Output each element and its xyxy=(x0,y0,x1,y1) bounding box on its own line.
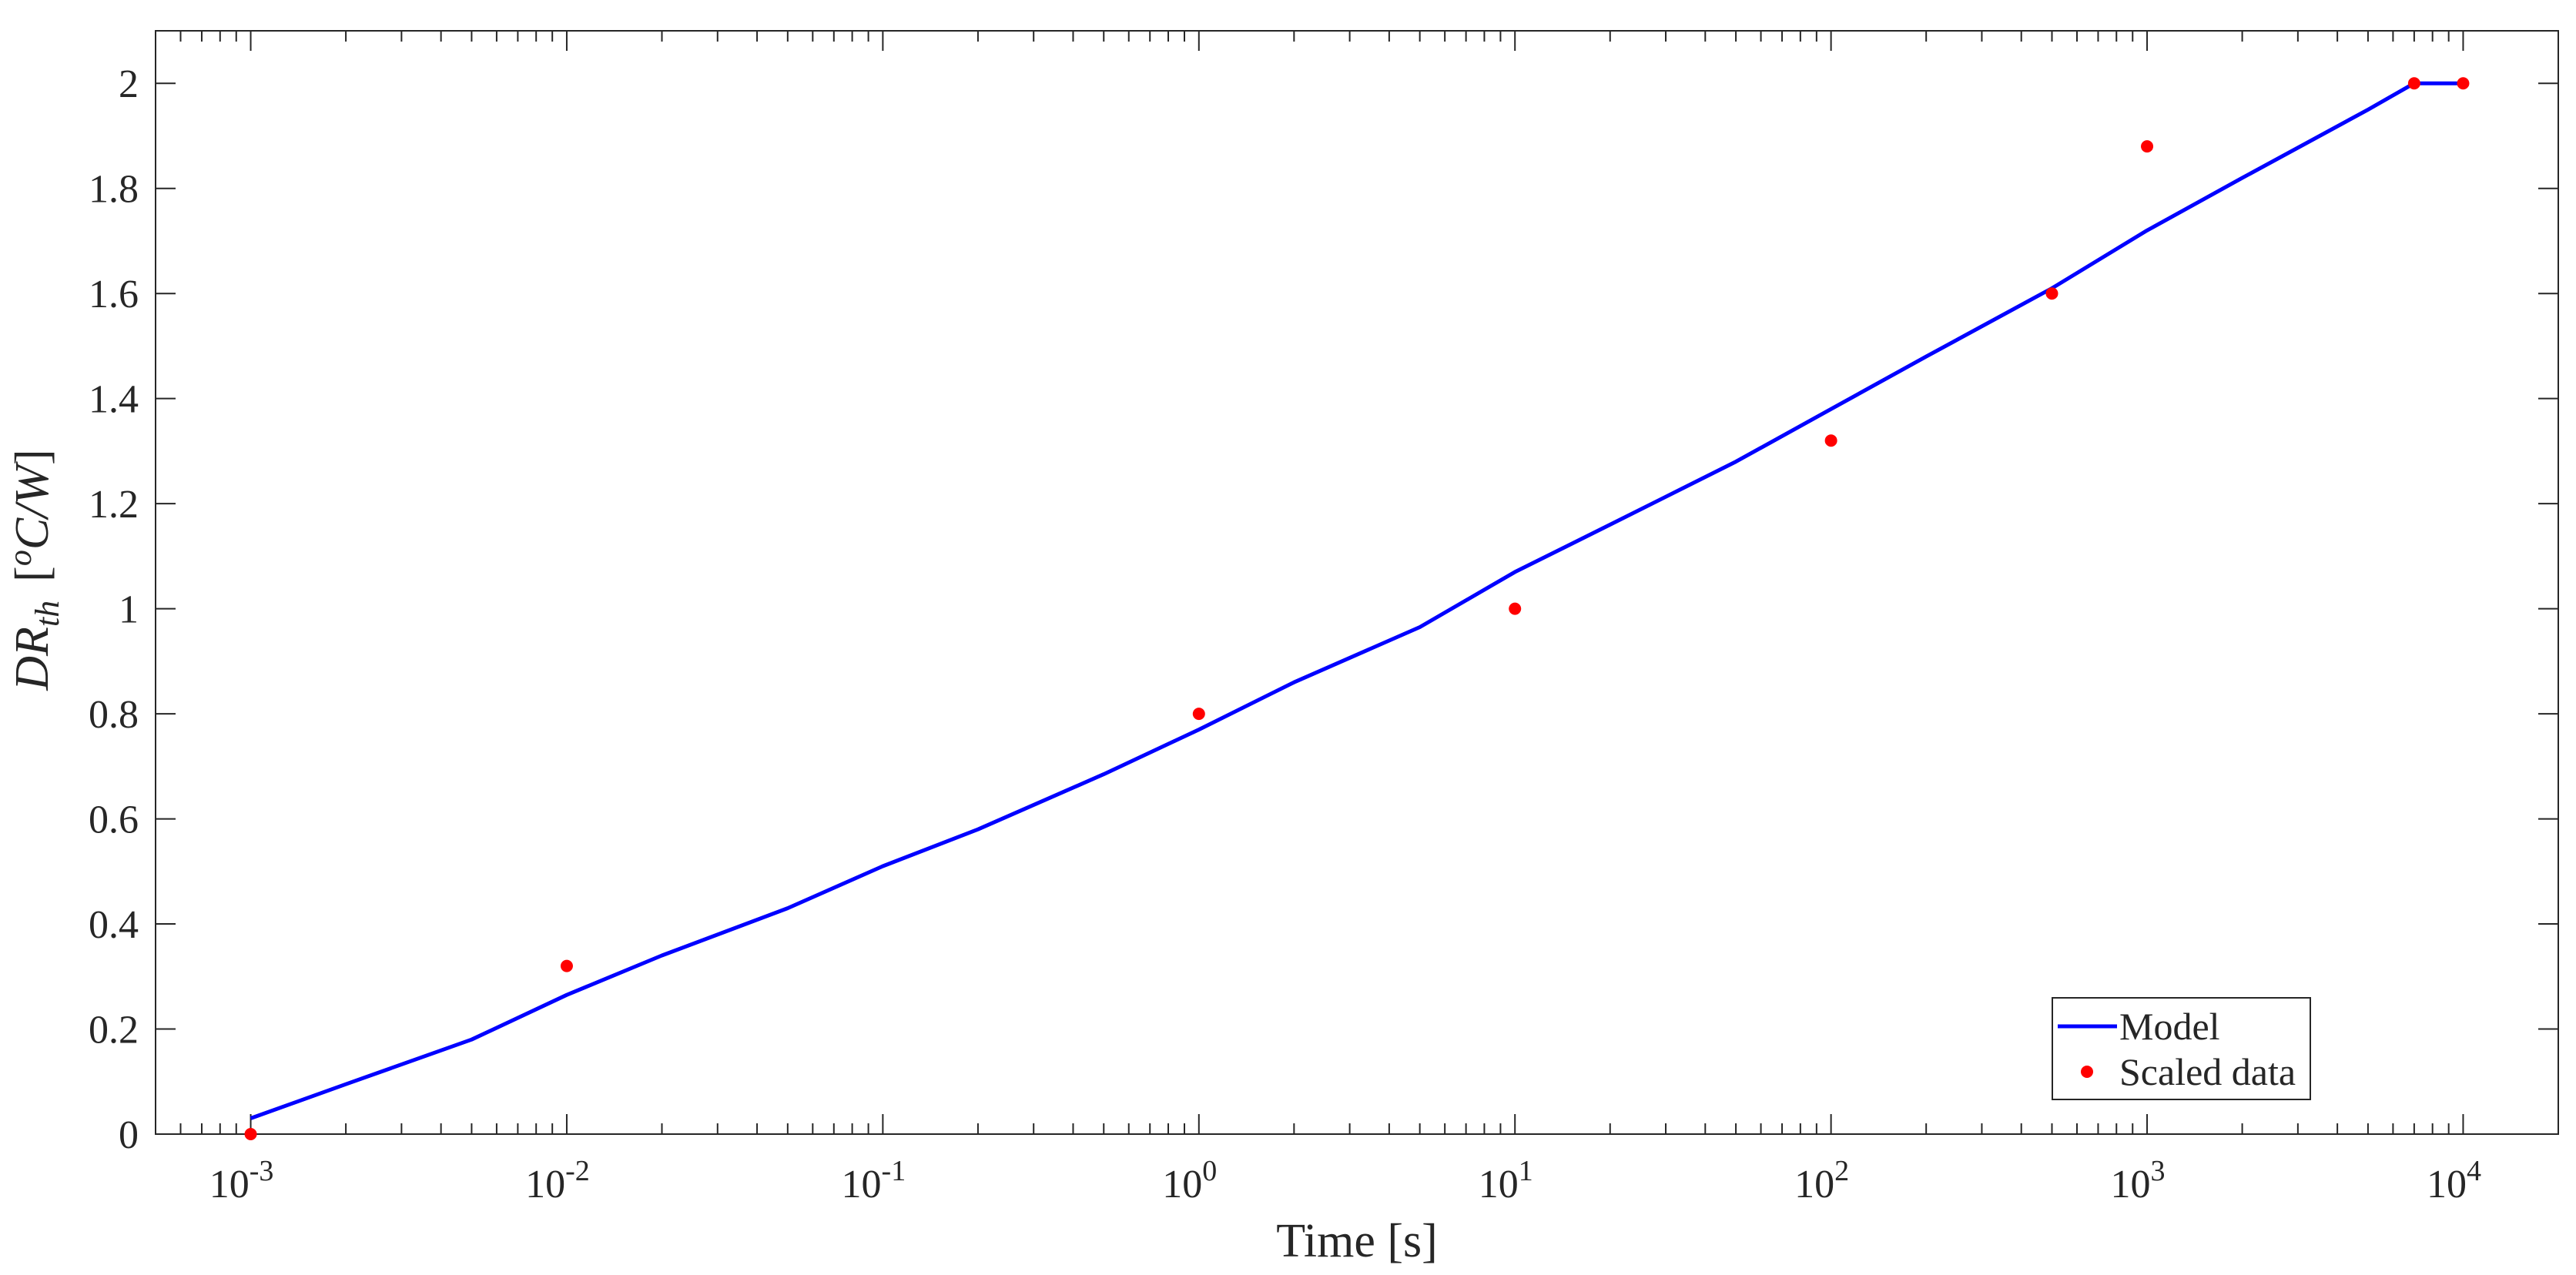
x-tick-label: 104 xyxy=(2427,1155,2481,1206)
x-tick-labels: 10-3 10-2 10-1 100 101 102 103 104 xyxy=(209,1155,2481,1206)
y-tick-labels: 0 0.2 0.4 0.6 0.8 1 1.2 1.4 1.6 1.8 2 xyxy=(89,62,139,1157)
scaled-data-point xyxy=(2407,77,2420,90)
y-tick-label: 1.2 xyxy=(89,483,139,527)
scaled-data-point xyxy=(1824,434,1837,447)
scaled-data-point xyxy=(2141,140,2154,153)
y-tick-label: 1.8 xyxy=(89,168,139,212)
scaled-data-point xyxy=(2045,287,2058,300)
legend-model-label: Model xyxy=(2119,1005,2220,1048)
x-tick-label: 10-1 xyxy=(842,1155,906,1206)
scaled-data-point xyxy=(1192,708,1205,721)
legend-scaled-data-marker xyxy=(2081,1066,2093,1078)
y-tick-label: 0.2 xyxy=(89,1009,139,1052)
x-tick-label: 102 xyxy=(1794,1155,1849,1206)
scaled-data-point xyxy=(560,959,573,972)
legend-scaled-data-label: Scaled data xyxy=(2119,1050,2296,1093)
scaled-data-point xyxy=(244,1128,257,1140)
x-tick-label: 10-3 xyxy=(209,1155,274,1206)
x-tick-label: 103 xyxy=(2111,1155,2166,1206)
x-tick-label: 101 xyxy=(1479,1155,1533,1206)
y-tick-label: 0.4 xyxy=(89,903,139,947)
x-minor-ticks xyxy=(179,31,2450,1134)
y-tick-label: 0.6 xyxy=(89,798,139,842)
major-ticks xyxy=(156,31,2558,1135)
series-layer xyxy=(244,77,2470,1140)
y-axis-label: DRth[oC/W] xyxy=(3,449,66,691)
y-tick-label: 0 xyxy=(119,1113,139,1157)
y-tick-label: 2 xyxy=(119,62,139,106)
legend-box xyxy=(2052,997,2311,1100)
legend: Model Scaled data xyxy=(2052,997,2311,1100)
x-axis-label: Time [s] xyxy=(1276,1215,1438,1267)
y-tick-label: 1.6 xyxy=(89,273,139,316)
x-tick-label: 10-2 xyxy=(525,1155,590,1206)
x-tick-label: 100 xyxy=(1162,1155,1217,1206)
model-line xyxy=(250,81,2464,1120)
plot-area xyxy=(155,30,2559,1135)
y-tick-label: 1.4 xyxy=(89,378,139,422)
scaled-data-point xyxy=(1509,602,1522,615)
y-tick-label: 1 xyxy=(119,588,139,632)
y-tick-label: 0.8 xyxy=(89,693,139,737)
scaled-data-point xyxy=(2457,77,2470,90)
